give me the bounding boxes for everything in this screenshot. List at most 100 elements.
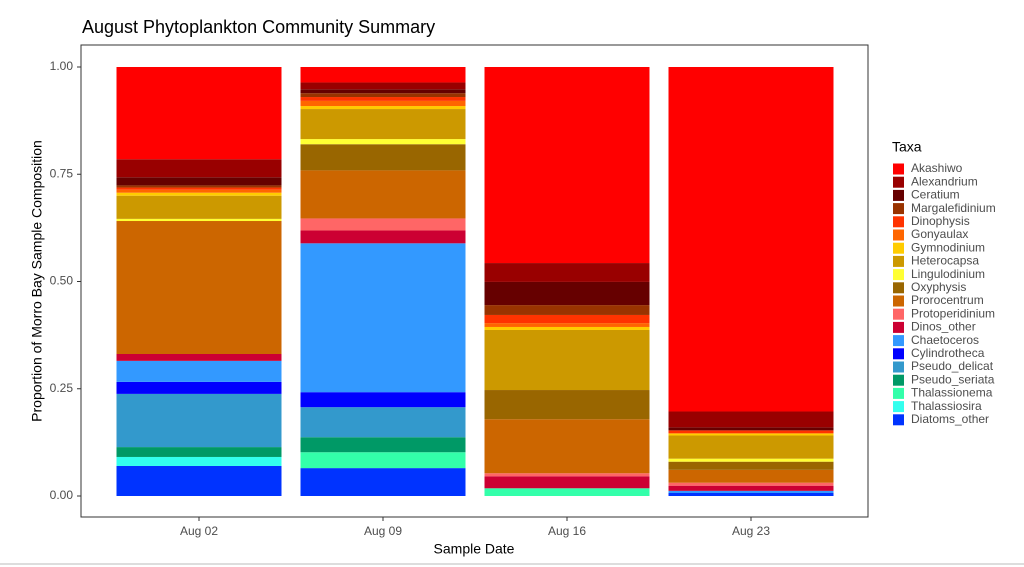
x-axis-title: Sample Date	[434, 541, 515, 557]
legend-swatch	[893, 308, 904, 320]
legend-label: Gymnodinium	[911, 240, 985, 254]
bar-segment	[484, 305, 650, 315]
legend-label: Pseudo_delicat	[911, 359, 994, 373]
x-tick-label: Aug 16	[548, 524, 586, 538]
bar-segment	[668, 427, 834, 431]
bar-segment	[300, 452, 466, 469]
bar-segment	[116, 189, 282, 193]
legend-label: Heterocapsa	[911, 254, 979, 268]
bar-segment	[668, 435, 834, 459]
legend-swatch	[893, 361, 904, 373]
legend-swatch	[893, 335, 904, 347]
bar-segment	[300, 170, 466, 219]
legend-label: Diatoms_other	[911, 412, 989, 426]
legend-swatch	[893, 203, 904, 215]
legend-swatch	[893, 255, 904, 267]
bar-segment	[300, 82, 466, 90]
legend-label: Thalassionema	[911, 386, 993, 400]
x-tick-label: Aug 09	[364, 524, 402, 538]
y-tick-label: 0.00	[50, 488, 74, 502]
bar-segment	[484, 263, 650, 282]
bar-segment	[668, 458, 834, 462]
legend-label: Lingulodinium	[911, 267, 985, 281]
bar-segment	[116, 187, 282, 190]
bar-segment	[668, 430, 834, 434]
legend-label: Margalefidinium	[911, 201, 996, 215]
bar-segment	[668, 485, 834, 491]
bar-segment	[484, 390, 650, 420]
legend-label: Oxyphysis	[911, 280, 966, 294]
bar-segment	[116, 456, 282, 466]
bar-segment	[300, 218, 466, 231]
legend-label: Thalassiosira	[911, 399, 982, 413]
bar-segment	[300, 144, 466, 171]
bar-segment	[116, 67, 282, 160]
plot-border	[80, 44, 869, 518]
legend-swatch	[893, 242, 904, 254]
chart-title: August Phytoplankton Community Summary	[82, 17, 435, 37]
y-tick-label: 1.00	[50, 59, 74, 73]
y-axis-title: Proportion of Morro Bay Sample Compositi…	[29, 140, 45, 422]
bar-segment	[668, 411, 834, 428]
legend-label: Pseudo_seriata	[911, 372, 995, 386]
legend-swatch	[893, 295, 904, 307]
bar-segment	[300, 139, 466, 145]
legend-label: Alexandrium	[911, 174, 978, 188]
legend-swatch	[893, 348, 904, 360]
bar-segment	[300, 407, 466, 438]
bar-segment	[116, 381, 282, 394]
bar-segment	[484, 323, 650, 327]
bar-segment	[116, 447, 282, 457]
bar-segment	[484, 281, 650, 306]
bar-segment	[116, 221, 282, 355]
bar-segment	[300, 93, 466, 98]
y-tick-label: 0.75	[50, 166, 74, 180]
bar-segment	[484, 473, 650, 477]
bar-segment	[668, 482, 834, 486]
legend-label: Dinos_other	[911, 320, 976, 334]
bar-segment	[300, 392, 466, 408]
bar-segment	[668, 492, 834, 496]
legend-swatch	[893, 229, 904, 241]
legend-label: Prorocentrum	[911, 293, 984, 307]
legend-label: Ceratium	[911, 188, 960, 202]
bar-segment	[300, 89, 466, 94]
bar-segment	[116, 177, 282, 186]
bar-segment	[116, 192, 282, 196]
bar-segment	[484, 67, 650, 264]
legend-swatch	[893, 387, 904, 399]
bar-segment	[300, 100, 466, 107]
bar-segment	[668, 469, 834, 483]
bar-segment	[116, 465, 282, 496]
bar-segment	[300, 468, 466, 496]
bar-segment	[668, 433, 834, 436]
bar-segment	[116, 195, 282, 219]
bar-segment	[116, 185, 282, 188]
legend-label: Dinophysis	[911, 214, 970, 228]
bar-segment	[300, 97, 466, 101]
bar-segment	[484, 329, 650, 391]
bar-segment	[300, 67, 466, 83]
y-tick-label: 0.50	[50, 274, 74, 288]
legend-swatch	[893, 321, 904, 333]
y-tick-label: 0.25	[50, 381, 74, 395]
legend-label: Protoperidinium	[911, 306, 995, 320]
bar-segment	[116, 354, 282, 361]
bar-segment	[300, 106, 466, 110]
legend-swatch	[893, 176, 904, 188]
bar-segment	[484, 476, 650, 489]
bar-segment	[484, 488, 650, 496]
bar-segment	[484, 419, 650, 474]
bar-segment	[116, 393, 282, 448]
legend-swatch	[893, 414, 904, 426]
bar-segment	[300, 109, 466, 140]
x-tick-label: Aug 02	[180, 524, 218, 538]
bar-segment	[300, 243, 466, 393]
legend-title: Taxa	[892, 139, 922, 155]
legend-swatch	[893, 163, 904, 175]
bar-segment	[484, 326, 650, 330]
bar-segment	[668, 67, 834, 412]
legend-label: Akashiwo	[911, 161, 963, 175]
